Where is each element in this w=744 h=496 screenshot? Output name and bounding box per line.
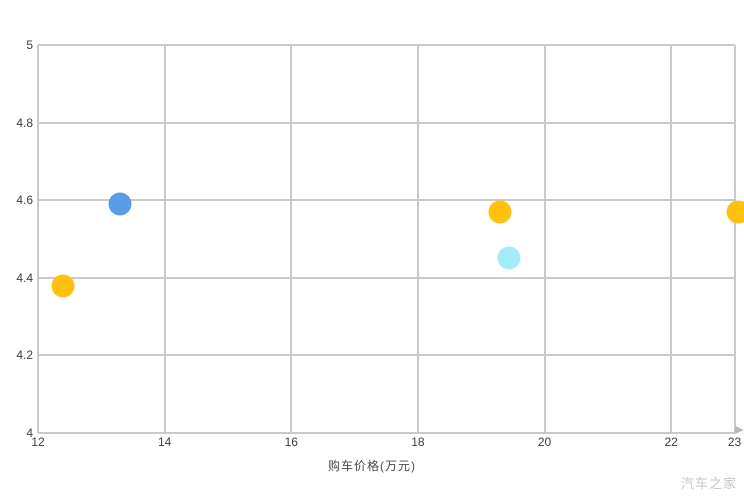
v-gridline: [290, 45, 293, 433]
v-gridline: [543, 45, 546, 433]
v-gridline: [733, 45, 736, 433]
data-point-cyan-series: [497, 246, 521, 270]
v-gridline: [163, 45, 166, 433]
x-tick-label: 23: [727, 435, 742, 449]
x-axis-arrow-icon: [735, 426, 744, 434]
v-gridline: [416, 45, 419, 433]
y-tick-label: 4.6: [16, 193, 33, 208]
h-gridline: [38, 121, 735, 124]
y-tick-label: 4.4: [16, 270, 33, 285]
data-point-amber-series: [51, 274, 75, 298]
x-tick-label: 18: [411, 435, 425, 449]
y-tick-label: 5: [26, 38, 33, 52]
x-tick-label: 12: [31, 435, 45, 449]
data-point-amber-series: [488, 200, 512, 224]
v-gridline: [37, 45, 39, 433]
h-gridline: [38, 199, 735, 202]
h-gridline: [38, 276, 735, 279]
h-gridline: [38, 44, 735, 46]
x-axis-label: 购车价格(万元): [328, 459, 416, 473]
v-gridline: [670, 45, 673, 433]
x-tick-label: 14: [157, 435, 172, 449]
data-point-blue-series: [108, 192, 132, 216]
y-tick-label: 4.2: [16, 348, 33, 363]
y-tick-label: 4.8: [16, 115, 33, 130]
x-tick-label: 22: [664, 435, 678, 449]
watermark-autohome: 汽车之家: [680, 476, 737, 491]
data-point-amber-series: [726, 200, 744, 224]
h-gridline: [38, 354, 735, 357]
x-tick-label: 20: [537, 435, 552, 449]
x-tick-label: 16: [284, 435, 298, 449]
y-tick-label: 4: [26, 426, 33, 440]
h-gridline: [38, 432, 735, 434]
